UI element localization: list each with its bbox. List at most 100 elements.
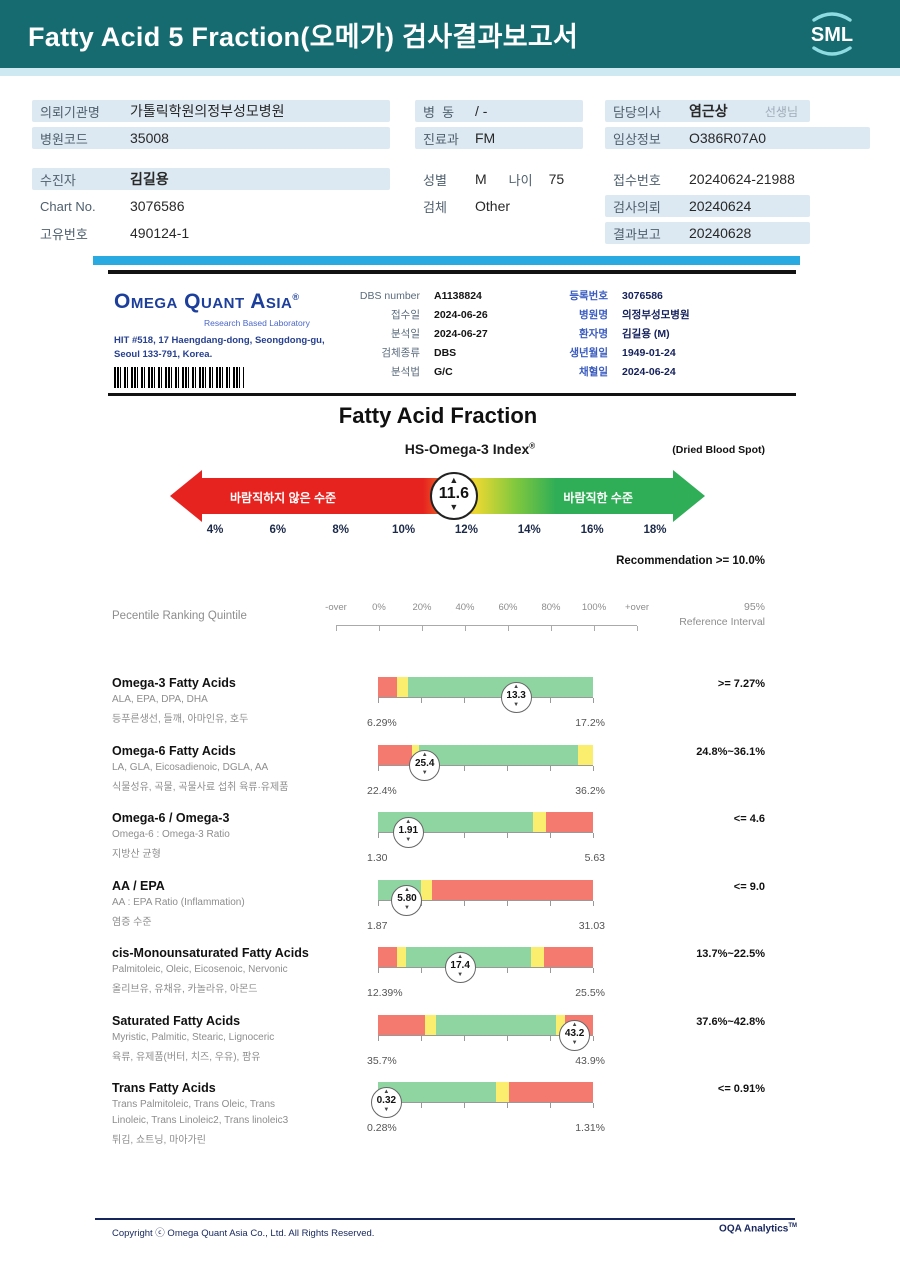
result-marker: ▲ 5.80 ▼ [391, 884, 423, 916]
lab-info-box: Omega Quant Asia® Research Based Laborat… [108, 270, 796, 396]
info-value: 김길용 [130, 171, 169, 187]
info-row: 진료과 FM [415, 127, 583, 149]
bar-segment-red [378, 1014, 426, 1035]
gauge-left-arrowhead [170, 470, 202, 522]
bar-segment-yellow [530, 947, 544, 967]
analyte-name: Saturated Fatty Acids [112, 1013, 241, 1028]
axis-tick [379, 626, 380, 631]
lab-field-value: A1138824 [434, 289, 482, 302]
info-row: 병원코드 35008 [32, 127, 390, 149]
result-value: 13.3 [506, 690, 526, 701]
gauge-label-desirable: 바람직한 수준 [563, 491, 633, 505]
axis-tick [593, 698, 594, 703]
reference-interval-value: <= 4.6 [733, 813, 765, 825]
bar-segment-yellow [496, 1082, 510, 1102]
analyte-sub-label: 식물성유, 곡물, 곡물사료 섭취 육류·유제품 [112, 781, 289, 793]
marker-down-arrow: ▼ [571, 1039, 578, 1046]
lab-field-label: 분석법 [391, 366, 420, 378]
axis-tick [593, 968, 594, 973]
scale-min-label: 0.28% [367, 1122, 397, 1134]
info-row: 수진자 김길용 [32, 168, 390, 190]
lab-field-value: 2024-06-27 [434, 327, 488, 340]
gauge-tick-label: 12% [454, 524, 478, 536]
info-row: 고유번호 490124-1 [32, 222, 390, 244]
quintile-axis [378, 967, 594, 974]
reference-interval-value: 24.8%~36.1% [696, 745, 765, 758]
bar-segment-red [378, 677, 398, 697]
header-accent-strip [0, 68, 900, 76]
lab-field-label: 환자명 [579, 328, 608, 340]
lab-field-value: 김길용 (M) [622, 328, 670, 340]
info-row: 의뢰기관명 가톨릭학원의정부성모병원 [32, 100, 390, 122]
percentile-tick-label: 100% [581, 602, 607, 613]
info-value: 염근상 [689, 103, 728, 119]
gauge-tick-label: 6% [269, 524, 287, 536]
gauge-tick-label: 14% [517, 524, 541, 536]
axis-tick [378, 900, 379, 906]
scale-max-label: 31.03 [578, 919, 605, 932]
footer-divider [95, 1218, 795, 1220]
lab-field-value: 2024-06-24 [622, 365, 676, 378]
bar-segment-red [543, 947, 593, 967]
lab-field-value: DBS [434, 346, 457, 359]
lab-tagline: Research Based Laboratory [204, 318, 310, 328]
result-value: 5.80 [397, 892, 417, 904]
axis-tick [593, 765, 594, 771]
percentile-row: Omega-6 / Omega-3 ▲ 1.91 ▼ 1.30 5.63 <= … [0, 809, 900, 877]
info-value: 20240624-21988 [689, 171, 795, 187]
page-title: Fatty Acid 5 Fraction(오메가) 검사결과보고서 [28, 22, 579, 52]
axis-tick [507, 968, 508, 973]
lab-field-label: 등록번호 [569, 290, 608, 302]
reference-interval-value: 37.6%~42.8% [696, 1015, 765, 1028]
info-value: 490124-1 [130, 225, 190, 241]
axis-tick [464, 1035, 465, 1041]
analyte-name: Omega-6 Fatty Acids [112, 743, 236, 758]
info-value: / - [475, 103, 488, 119]
info-label: 수진자 [40, 172, 76, 188]
lab-address-line2: Seoul 133-791, Korea. [114, 349, 213, 360]
axis-tick [336, 626, 337, 631]
marker-up-arrow: ▲ [421, 751, 428, 758]
info-row: 접수번호 20240624-21988 [605, 168, 870, 190]
lab-field-row: 생년월일 1949-01-24 [546, 343, 690, 362]
info-row: 담당의사 염근상 선생님 [605, 100, 810, 122]
report-header: Fatty Acid 5 Fraction(오메가) 검사결과보고서 SML [0, 0, 900, 68]
result-marker: ▲ 25.4 ▼ [409, 749, 441, 781]
info-extra: 선생님 [764, 104, 798, 119]
percentile-row: AA / EPA ▲ 5.80 ▼ 1.87 31.03 <= 9.0 AA :… [0, 877, 900, 945]
gauge-right-arrowhead [673, 470, 705, 522]
axis-tick [378, 765, 379, 771]
reference-interval-value: <= 0.91% [717, 1083, 765, 1095]
bar-segment-yellow [532, 812, 546, 832]
lab-field-row: 등록번호 3076586 [546, 286, 690, 305]
quintile-bar [378, 744, 593, 765]
chart-subtitle: HS-Omega-3 Index® [404, 441, 536, 457]
analyte-sub-label: 등푸른생선, 들깨, 아마인유, 호두 [112, 714, 249, 725]
percentile-tick-label: -over [325, 602, 347, 613]
axis-tick [550, 698, 551, 703]
scale-max-label: 1.31% [575, 1122, 605, 1134]
lab-field-value: 3076586 [622, 289, 663, 302]
quintile-bar [378, 947, 593, 967]
info-value: M [475, 171, 487, 187]
gauge-label-undesirable: 바람직하지 않은 수준 [230, 491, 337, 505]
scale-max-label: 25.5% [575, 987, 605, 999]
info-row: 결과보고 20240628 [605, 222, 810, 244]
bar-segment-red [431, 879, 593, 900]
info-row: Chart No. 3076586 [32, 195, 390, 217]
lab-field-row: 분석법 G/C [334, 362, 488, 381]
marker-up-arrow: ▲ [403, 886, 410, 893]
quintile-bar [378, 1082, 593, 1102]
reference-interval-value: <= 9.0 [733, 880, 765, 893]
info-row: 검사의뢰 20240624 [605, 195, 810, 217]
analyte-name: Omega-6 / Omega-3 [112, 811, 230, 825]
gauge-tick-label: 18% [643, 524, 667, 536]
info-label: 검체 [423, 199, 447, 215]
axis-tick [465, 626, 466, 631]
percentile-row: cis-Monounsaturated Fatty Acids ▲ 17.4 ▼… [0, 944, 900, 1012]
analyte-sub-label: 올리브유, 유채유, 카놀라유, 아몬드 [112, 984, 258, 995]
axis-tick [421, 1035, 422, 1041]
info-label: Chart No. [40, 198, 96, 214]
